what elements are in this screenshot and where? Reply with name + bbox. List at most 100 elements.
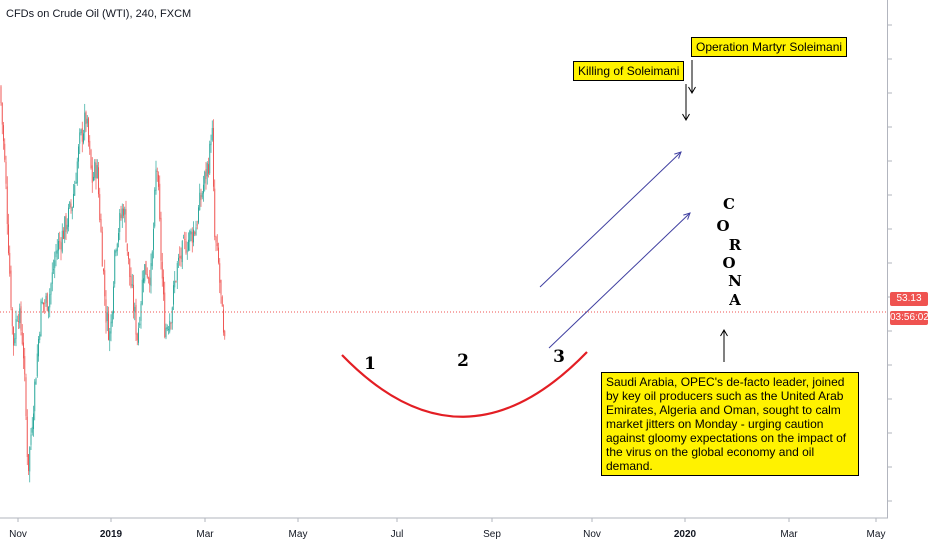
saudi-arabia-note: Saudi Arabia, OPEC's de-facto leader, jo…	[601, 372, 859, 476]
candle-body	[223, 309, 224, 333]
candle-body	[15, 319, 17, 339]
candle-body	[121, 208, 123, 219]
candle-body	[158, 174, 159, 187]
x-tick-label: Mar	[196, 529, 214, 540]
candle-body	[148, 277, 149, 279]
candle-body	[34, 381, 36, 412]
candle-body	[45, 295, 47, 303]
corona-letter: A	[728, 291, 741, 309]
candle-body	[104, 270, 106, 297]
candle-body	[221, 296, 223, 307]
candle-body	[188, 239, 189, 251]
candle-body	[136, 333, 138, 341]
candle-body	[3, 125, 4, 142]
candle-body	[193, 229, 194, 243]
bottom-label-2: 2	[457, 351, 469, 371]
candle-body	[71, 207, 73, 212]
candle-body	[170, 322, 172, 324]
x-tick-label: Mar	[780, 529, 798, 540]
candle-body	[118, 233, 119, 242]
candle-body	[216, 243, 218, 247]
candle-body	[213, 127, 214, 187]
chart-title: CFDs on Crude Oil (WTI), 240, FXCM	[6, 8, 192, 20]
candle-body	[70, 203, 72, 209]
candle-body	[201, 192, 203, 198]
bottom-label-1: 1	[364, 354, 376, 374]
candle-body	[5, 161, 7, 184]
candle-body	[111, 311, 113, 324]
saudi-note-arrow-head	[720, 329, 728, 337]
candle-body	[40, 300, 42, 337]
candle-body	[183, 237, 184, 239]
candle-body	[138, 328, 139, 343]
candle-body	[200, 195, 202, 200]
candle-body	[54, 260, 56, 269]
candle-body	[186, 250, 188, 252]
candle-body	[108, 313, 109, 340]
candle-body	[120, 214, 122, 219]
candle-body	[93, 176, 94, 181]
candle-body	[41, 301, 43, 304]
candle-body	[189, 231, 191, 242]
candle-body	[114, 250, 116, 284]
candle-body	[125, 209, 127, 243]
candle-body	[48, 306, 49, 312]
candle-body	[115, 250, 117, 253]
candle-body	[141, 279, 143, 305]
candle-body	[0, 86, 2, 104]
candle-body	[224, 330, 226, 337]
candle-body	[220, 280, 222, 295]
x-tick-label: May	[867, 529, 886, 540]
candle-body	[218, 247, 219, 263]
candle-body	[124, 208, 126, 215]
candle-body	[79, 132, 81, 144]
candle-body	[61, 230, 63, 252]
candle-body	[173, 285, 174, 305]
candle-body	[33, 413, 34, 430]
candle-body	[198, 207, 199, 223]
candle-body	[129, 258, 131, 278]
candle-body	[190, 230, 192, 235]
candle-body	[100, 218, 102, 232]
candle-body	[19, 308, 21, 324]
axes: Nov 2019 Mar May Jul Sep Nov 2020 Mar May	[0, 0, 892, 540]
corona-letter: O	[722, 254, 735, 272]
candle-body	[9, 252, 11, 274]
candle-body	[39, 334, 41, 340]
candle-body	[116, 243, 118, 252]
corona-letter: C	[723, 195, 735, 213]
candle-body	[155, 169, 157, 191]
candle-body	[18, 321, 19, 322]
candle-body	[84, 112, 86, 133]
candle-body	[163, 276, 164, 295]
candle-body	[64, 216, 66, 239]
candle-body	[180, 255, 182, 259]
candle-body	[161, 261, 163, 279]
candle-body	[109, 331, 111, 341]
killing-soleimani-note: Killing of Soleimani	[573, 61, 685, 81]
candle-body	[131, 284, 133, 286]
candle-body	[199, 192, 201, 211]
candle-body	[179, 256, 181, 258]
channel-upper-line	[539, 151, 682, 288]
candle-body	[169, 320, 171, 332]
candle-body	[95, 162, 97, 179]
candle-body	[8, 224, 9, 254]
candle-body	[106, 312, 108, 322]
candle-body	[26, 416, 28, 457]
x-tick-label: Jul	[391, 529, 404, 540]
candle-body	[203, 184, 204, 194]
candle-body	[210, 141, 212, 146]
candle-body	[178, 257, 179, 261]
candle-body	[83, 133, 84, 143]
corona-letter: N	[728, 272, 742, 290]
candle-body	[175, 281, 177, 282]
candle-body	[194, 231, 196, 235]
candle-body	[36, 353, 38, 377]
corona-letter: R	[729, 236, 742, 254]
candle-body	[78, 146, 79, 162]
candle-body	[35, 378, 37, 385]
candle-body	[159, 183, 161, 220]
